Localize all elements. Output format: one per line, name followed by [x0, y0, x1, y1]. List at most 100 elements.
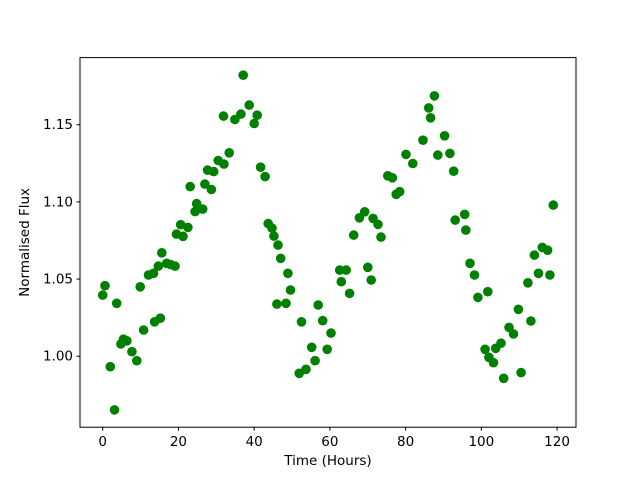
- data-point: [473, 292, 483, 303]
- data-point: [526, 316, 536, 326]
- y-axis-ticks: 1.00 1.05 1.10 1.15: [43, 117, 80, 365]
- data-point: [191, 198, 202, 209]
- data-point: [480, 344, 490, 355]
- data-point: [206, 184, 217, 195]
- x-tick-label: 80: [397, 434, 414, 450]
- data-point: [236, 109, 246, 119]
- data-point: [175, 219, 186, 230]
- data-point: [344, 288, 355, 299]
- data-point: [170, 261, 180, 271]
- data-point: [542, 245, 553, 255]
- data-point: [296, 317, 307, 327]
- data-point: [418, 135, 428, 145]
- data-point: [281, 298, 291, 309]
- data-point: [469, 270, 480, 280]
- data-point: [545, 270, 555, 280]
- data-points: [97, 70, 559, 415]
- data-point: [97, 290, 108, 300]
- data-point: [155, 313, 166, 324]
- data-point: [483, 286, 493, 297]
- data-point: [219, 159, 229, 169]
- data-point: [488, 357, 499, 368]
- plot-frame: [79, 57, 577, 428]
- y-axis-label: Normalised Flux: [17, 188, 33, 297]
- data-point: [135, 282, 145, 292]
- data-point: [387, 173, 398, 183]
- data-point: [252, 110, 262, 120]
- data-point: [322, 344, 333, 355]
- data-point: [273, 240, 283, 250]
- data-point: [423, 103, 434, 113]
- data-point: [313, 300, 324, 310]
- data-point: [197, 204, 208, 214]
- data-point: [148, 268, 159, 279]
- data-point: [100, 280, 110, 291]
- data-point: [341, 265, 352, 275]
- data-point: [513, 304, 524, 315]
- y-tick-label: 1.10: [43, 194, 73, 210]
- data-point: [448, 166, 459, 176]
- data-point: [317, 315, 328, 326]
- data-point: [132, 355, 142, 366]
- data-point: [105, 361, 116, 372]
- data-point: [275, 253, 286, 264]
- data-point: [153, 261, 164, 271]
- data-point: [272, 299, 282, 309]
- data-point: [373, 219, 383, 230]
- data-point: [425, 113, 436, 123]
- y-tick-label: 1.00: [43, 349, 73, 365]
- data-point: [218, 111, 229, 121]
- data-point: [533, 268, 544, 279]
- x-axis-ticks: 0 20 40 60 80 100 120: [98, 427, 570, 450]
- data-point: [267, 223, 277, 233]
- data-point: [394, 186, 405, 197]
- data-point: [238, 70, 248, 80]
- data-point: [306, 342, 317, 353]
- data-point: [523, 278, 533, 288]
- data-point: [249, 118, 259, 129]
- data-point: [461, 225, 471, 235]
- data-point: [178, 231, 188, 242]
- data-point: [450, 215, 461, 225]
- data-point: [336, 276, 347, 287]
- data-point: [376, 232, 386, 242]
- x-tick-label: 40: [246, 434, 263, 450]
- data-point: [366, 275, 377, 285]
- data-point: [200, 179, 210, 189]
- data-point: [359, 207, 370, 217]
- data-point: [122, 336, 132, 346]
- data-point: [363, 262, 373, 273]
- data-point: [301, 364, 311, 375]
- data-point: [283, 268, 293, 279]
- data-point: [439, 131, 450, 141]
- data-point: [408, 158, 418, 169]
- x-tick-label: 20: [170, 434, 187, 450]
- data-point: [508, 329, 519, 339]
- data-point: [401, 149, 411, 160]
- data-point: [224, 148, 234, 158]
- x-tick-label: 60: [321, 434, 338, 450]
- data-point: [255, 162, 266, 172]
- x-tick-label: 120: [544, 434, 570, 450]
- x-axis-label: Time (Hours): [283, 453, 371, 469]
- y-tick-label: 1.05: [43, 272, 73, 288]
- data-point: [516, 367, 526, 378]
- data-point: [348, 230, 359, 240]
- data-point: [326, 328, 336, 338]
- data-point: [496, 338, 506, 349]
- data-point: [111, 298, 122, 309]
- data-point: [429, 91, 440, 101]
- data-point: [127, 346, 137, 357]
- data-point: [498, 373, 509, 384]
- x-tick-label: 100: [468, 434, 494, 450]
- data-point: [138, 325, 149, 335]
- data-point: [109, 405, 120, 415]
- data-point: [185, 181, 195, 192]
- data-point: [208, 166, 219, 177]
- data-point: [310, 355, 320, 366]
- x-tick-label: 0: [98, 434, 107, 450]
- data-point: [244, 100, 254, 110]
